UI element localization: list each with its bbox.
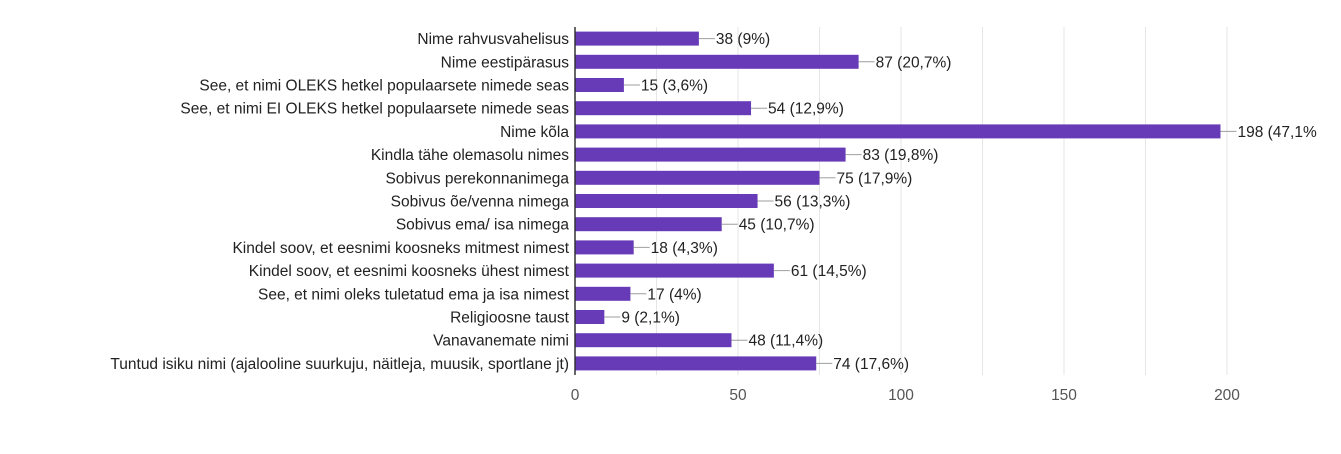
bar-14 [575,356,817,371]
x-axis-ticks: 0 50 100 150 200 [571,387,1241,404]
value-labels: 38 (9%) 87 (20,7%) 15 (3,6%) 54 (12,9%) 198 … [604,31,1317,373]
value-label-14: 74 (17,6%) [833,356,909,373]
value-label-8: 45 (10,7%) [739,217,815,234]
bar-3 [575,101,752,116]
category-label-2: See, et nimi OLEKS hetkel populaarsete n… [199,78,569,95]
value-label-0: 38 (9%) [716,31,770,48]
value-label-4: 198 (47,1% [1237,124,1316,141]
x-tick-label-50: 50 [729,387,747,404]
bar-12 [575,310,605,324]
category-label-1: Nime eestipärasus [441,54,570,71]
bar-9 [575,240,634,255]
value-label-13: 48 (11,4%) [748,333,823,350]
bar-1 [575,54,859,69]
bar-0 [575,31,699,46]
x-tick-label-200: 200 [1214,387,1240,404]
category-label-0: Nime rahvusvahelisus [417,31,569,48]
bar-4 [575,124,1221,139]
category-label-4: Nime kõla [500,124,569,141]
x-tick-label-100: 100 [888,387,914,404]
value-label-3: 54 (12,9%) [768,101,844,118]
category-label-12: Religioosne taust [450,310,570,327]
bar-13 [575,333,732,348]
value-label-9: 18 (4,3%) [651,240,718,257]
bars [575,31,1221,371]
category-label-11: See, et nimi oleks tuletatud ema ja isa … [258,286,570,303]
category-label-8: Sobivus ema/ isa nimega [396,217,570,234]
value-label-5: 83 (19,8%) [863,147,939,164]
category-label-14: Tuntud isiku nimi (ajalooline suurkuju, … [110,356,569,373]
bar-10 [575,263,774,278]
x-tick-label-0: 0 [571,387,580,404]
bar-6 [575,170,820,185]
category-label-6: Sobivus perekonnanimega [385,170,569,187]
category-label-3: See, et nimi EI OLEKS hetkel populaarset… [180,101,569,118]
bar-5 [575,147,846,162]
value-label-6: 75 (17,9%) [837,170,913,187]
bar-7 [575,194,758,208]
category-label-5: Kindla tähe olemasolu nimes [371,147,569,164]
category-label-10: Kindel soov, et eesnimi koosneks ühest n… [249,263,570,280]
x-tick-label-150: 150 [1051,387,1077,404]
value-label-7: 56 (13,3%) [775,194,851,211]
bar-2 [575,78,624,92]
value-label-11: 17 (4%) [647,286,701,303]
grid-lines [656,27,1228,375]
bar-11 [575,286,631,301]
value-label-12: 9 (2,1%) [621,310,680,327]
value-label-1: 87 (20,7%) [876,54,952,71]
category-label-13: Vanavanemate nimi [433,333,569,350]
category-label-9: Kindel soov, et eesnimi koosneks mitmest… [232,240,569,257]
value-label-2: 15 (3,6%) [641,78,708,95]
bar-8 [575,217,722,232]
value-label-10: 61 (14,5%) [791,263,867,280]
category-label-7: Sobivus õe/venna nimega [391,194,570,211]
category-labels: Nime rahvusvahelisus Nime eestipärasus See… [110,31,569,373]
